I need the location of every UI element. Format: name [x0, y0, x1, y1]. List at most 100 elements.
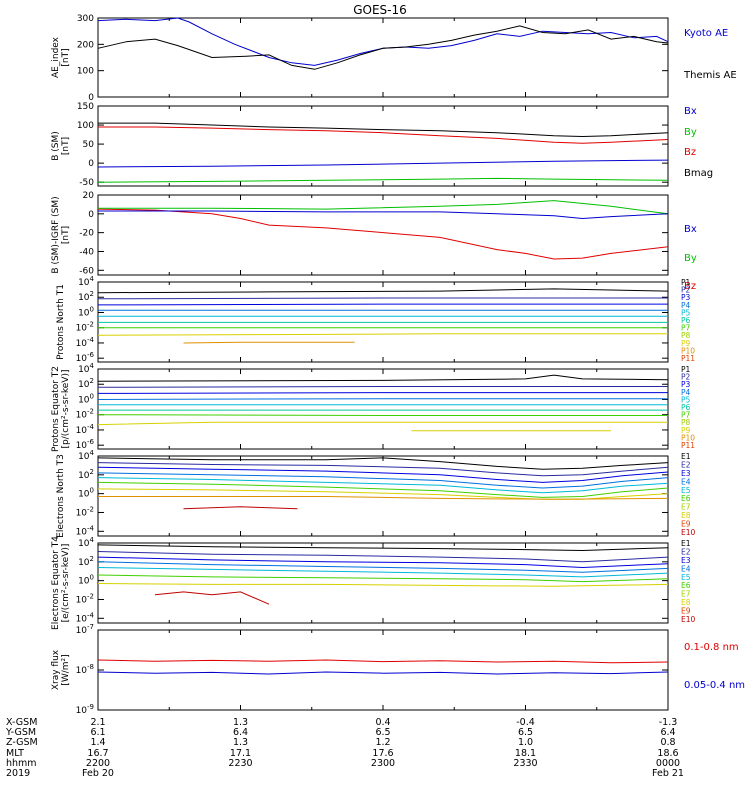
ephem-value: 2200 [86, 758, 110, 769]
legend-label: P5 [681, 395, 691, 404]
ephem-value: 1.3 [233, 717, 248, 728]
series-p8 [97, 421, 668, 426]
y-tick-label: 102 [78, 555, 94, 568]
y-tick-label: 10-2 [76, 592, 94, 605]
ephem-row-label: Y-GSM [5, 727, 36, 738]
ephem-value: 6.4 [660, 727, 675, 738]
series-bx [98, 210, 669, 220]
series-e7 [97, 488, 669, 500]
series-kyoto-ae [97, 17, 669, 66]
y-tick-label: 200 [77, 40, 94, 50]
y-axis-label-line: Electrons North T3 [56, 454, 66, 538]
legend-label: E2 [681, 547, 691, 556]
ephem-value: -0.4 [516, 717, 535, 728]
legend-label: P2 [681, 286, 691, 295]
legend-label: P9 [681, 339, 691, 348]
series-e1 [97, 544, 669, 552]
series-e3 [97, 556, 669, 569]
ephemeris-table: X-GSMY-GSMZ-GSMMLThhmm20192.16.11.416.72… [5, 717, 684, 779]
ephem-row-label: hhmm [6, 758, 37, 769]
ephem-row-label: Z-GSM [6, 737, 38, 748]
y-tick-label: 104 [78, 362, 94, 375]
ephem-value: 6.1 [90, 727, 105, 738]
y-axis-label: B (SM)-IGRF (SM) [nT] [51, 196, 71, 273]
y-axis-label: AE_index [nT] [51, 36, 71, 78]
series-e4 [97, 561, 669, 573]
legend-label: Bmag [684, 168, 713, 179]
legend-label: By [684, 127, 697, 138]
legend-label: P8 [681, 331, 691, 340]
panel-frame [97, 542, 669, 624]
series-p2 [97, 297, 668, 300]
ephem-value: 1.3 [233, 737, 248, 748]
y-axis-label: Electrons North T3 [56, 454, 66, 538]
series-e5 [97, 567, 669, 578]
y-tick-label: 100 [78, 305, 94, 318]
ephem-value: 0.8 [660, 737, 675, 748]
legend-label: P6 [681, 316, 691, 325]
y-tick-label: 100 [78, 487, 94, 500]
series-p4 [97, 398, 668, 400]
y-tick-label: 10-7 [76, 623, 94, 636]
legend-label: E5 [681, 486, 691, 495]
y-axis-label-line: [nT] [61, 226, 71, 244]
ephem-value: 2230 [228, 758, 252, 769]
y-tick-label: 10-8 [76, 663, 94, 676]
series-e7 [97, 583, 669, 587]
series-bz [97, 208, 669, 260]
y-tick-label: 50 [83, 140, 95, 150]
y-tick-label: 102 [78, 468, 94, 481]
ephem-value: 1.0 [518, 737, 533, 748]
series-e5 [97, 477, 669, 494]
series-p3 [97, 392, 668, 394]
legend-label: E7 [681, 590, 691, 599]
y-tick-label: 10-6 [76, 351, 95, 364]
panel-frame [97, 17, 669, 98]
y-tick-label: 100 [77, 121, 94, 131]
legend-label: Bz [684, 281, 696, 292]
legend-label: E5 [681, 573, 691, 582]
series-e2 [97, 462, 669, 477]
legend-label: E8 [681, 511, 691, 520]
legend-label: E4 [681, 564, 691, 573]
y-axis-label-line: B (SM)-IGRF (SM) [51, 196, 61, 273]
ephem-row-label: MLT [6, 748, 24, 759]
y-tick-label: 10-4 [76, 423, 95, 436]
y-axis-label: Xray flux [W/m²] [51, 649, 71, 690]
y-tick-label: 10-9 [76, 703, 94, 716]
series-p2 [97, 386, 668, 388]
legend-label: P4 [681, 301, 691, 310]
y-tick-label: 20 [83, 191, 95, 201]
y-axis-label-line: Protons Equator T2 [51, 366, 61, 452]
series-by [97, 177, 669, 183]
legend-label: P1 [681, 278, 691, 287]
ephem-value: 6.5 [375, 727, 390, 738]
ephem-value: -1.3 [659, 717, 678, 728]
legend-label: E6 [681, 581, 691, 590]
series-p1 [97, 374, 669, 382]
legend-label: E3 [681, 469, 691, 478]
ephem-value: 1.2 [375, 737, 390, 748]
panel-frame [97, 194, 669, 276]
y-axis-label-line: [nT] [61, 137, 71, 155]
legend-label: E1 [681, 539, 691, 548]
legend-label: E9 [681, 607, 691, 616]
y-tick-label: 0 [88, 210, 94, 220]
y-axis-label: Protons North T1 [56, 284, 66, 360]
legend-label: Kyoto AE [684, 28, 728, 39]
legend-label: Bx [684, 106, 697, 117]
series-p8 [97, 333, 668, 336]
y-tick-label: -40 [79, 247, 94, 257]
legend-label: P7 [681, 411, 691, 420]
y-tick-label: 300 [77, 14, 94, 24]
y-tick-label: -20 [79, 229, 94, 239]
legend-label: P10 [681, 346, 695, 355]
legend-label: 0.1-0.8 nm [684, 642, 739, 653]
y-axis-label: B (SM) [nT] [51, 131, 71, 161]
y-axis-label-line: Xray flux [51, 649, 61, 690]
series-p9 [183, 341, 355, 344]
legend-label: P2 [681, 373, 691, 382]
series-p7 [97, 414, 668, 416]
